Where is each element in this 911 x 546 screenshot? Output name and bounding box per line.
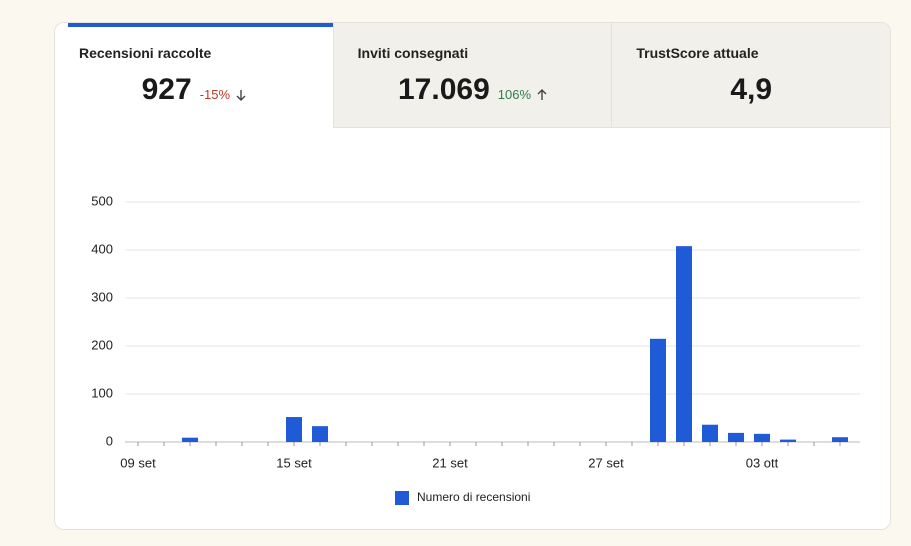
bar — [780, 439, 796, 442]
bar — [702, 424, 718, 442]
tab-label: Inviti consegnati — [357, 45, 469, 61]
bar — [754, 433, 770, 442]
bar — [832, 437, 848, 442]
tab-value: 17.069 — [398, 73, 490, 106]
y-tick-label: 300 — [91, 289, 113, 304]
bar — [182, 437, 198, 442]
y-tick-label: 0 — [106, 433, 113, 448]
tab-change: -15% — [200, 87, 246, 102]
bar — [650, 338, 666, 442]
tab[interactable]: TrustScore attuale 4,9 — [611, 23, 890, 128]
tab-label: TrustScore attuale — [636, 45, 759, 61]
x-tick-label: 15 set — [276, 455, 312, 470]
bar — [676, 246, 692, 442]
tab[interactable]: Inviti consegnati 17.069 106% — [332, 23, 612, 128]
legend-swatch — [395, 491, 409, 505]
x-tick-label: 21 set — [432, 455, 468, 470]
arrow-up — [537, 88, 547, 100]
change-text: 106% — [497, 87, 532, 102]
y-tick-label: 100 — [91, 385, 113, 400]
y-tick-label: 500 — [91, 193, 113, 208]
tabs: Recensioni raccolte 927 -15% Inviti cons… — [55, 23, 890, 128]
tab-change: 106% — [498, 87, 547, 102]
y-tick-label: 200 — [91, 337, 113, 352]
tab[interactable]: Recensioni raccolte 927 -15% — [55, 23, 333, 128]
bar — [312, 426, 328, 442]
stats-card: Recensioni raccolte 927 -15% Inviti cons… — [54, 22, 891, 530]
bar — [728, 432, 744, 442]
bar — [286, 417, 302, 442]
arrow-down — [236, 89, 246, 101]
change-text: -15% — [199, 87, 231, 102]
tab-value: 4,9 — [730, 73, 773, 106]
x-tick-label: 27 set — [588, 455, 624, 470]
y-tick-label: 400 — [91, 241, 113, 256]
x-tick-label: 03 ott — [746, 455, 779, 470]
legend-label: Numero di recensioni — [417, 490, 530, 504]
tab-value: 927 — [141, 73, 192, 106]
tab-label: Recensioni raccolte — [79, 45, 212, 61]
x-tick-label: 09 set — [120, 455, 156, 470]
